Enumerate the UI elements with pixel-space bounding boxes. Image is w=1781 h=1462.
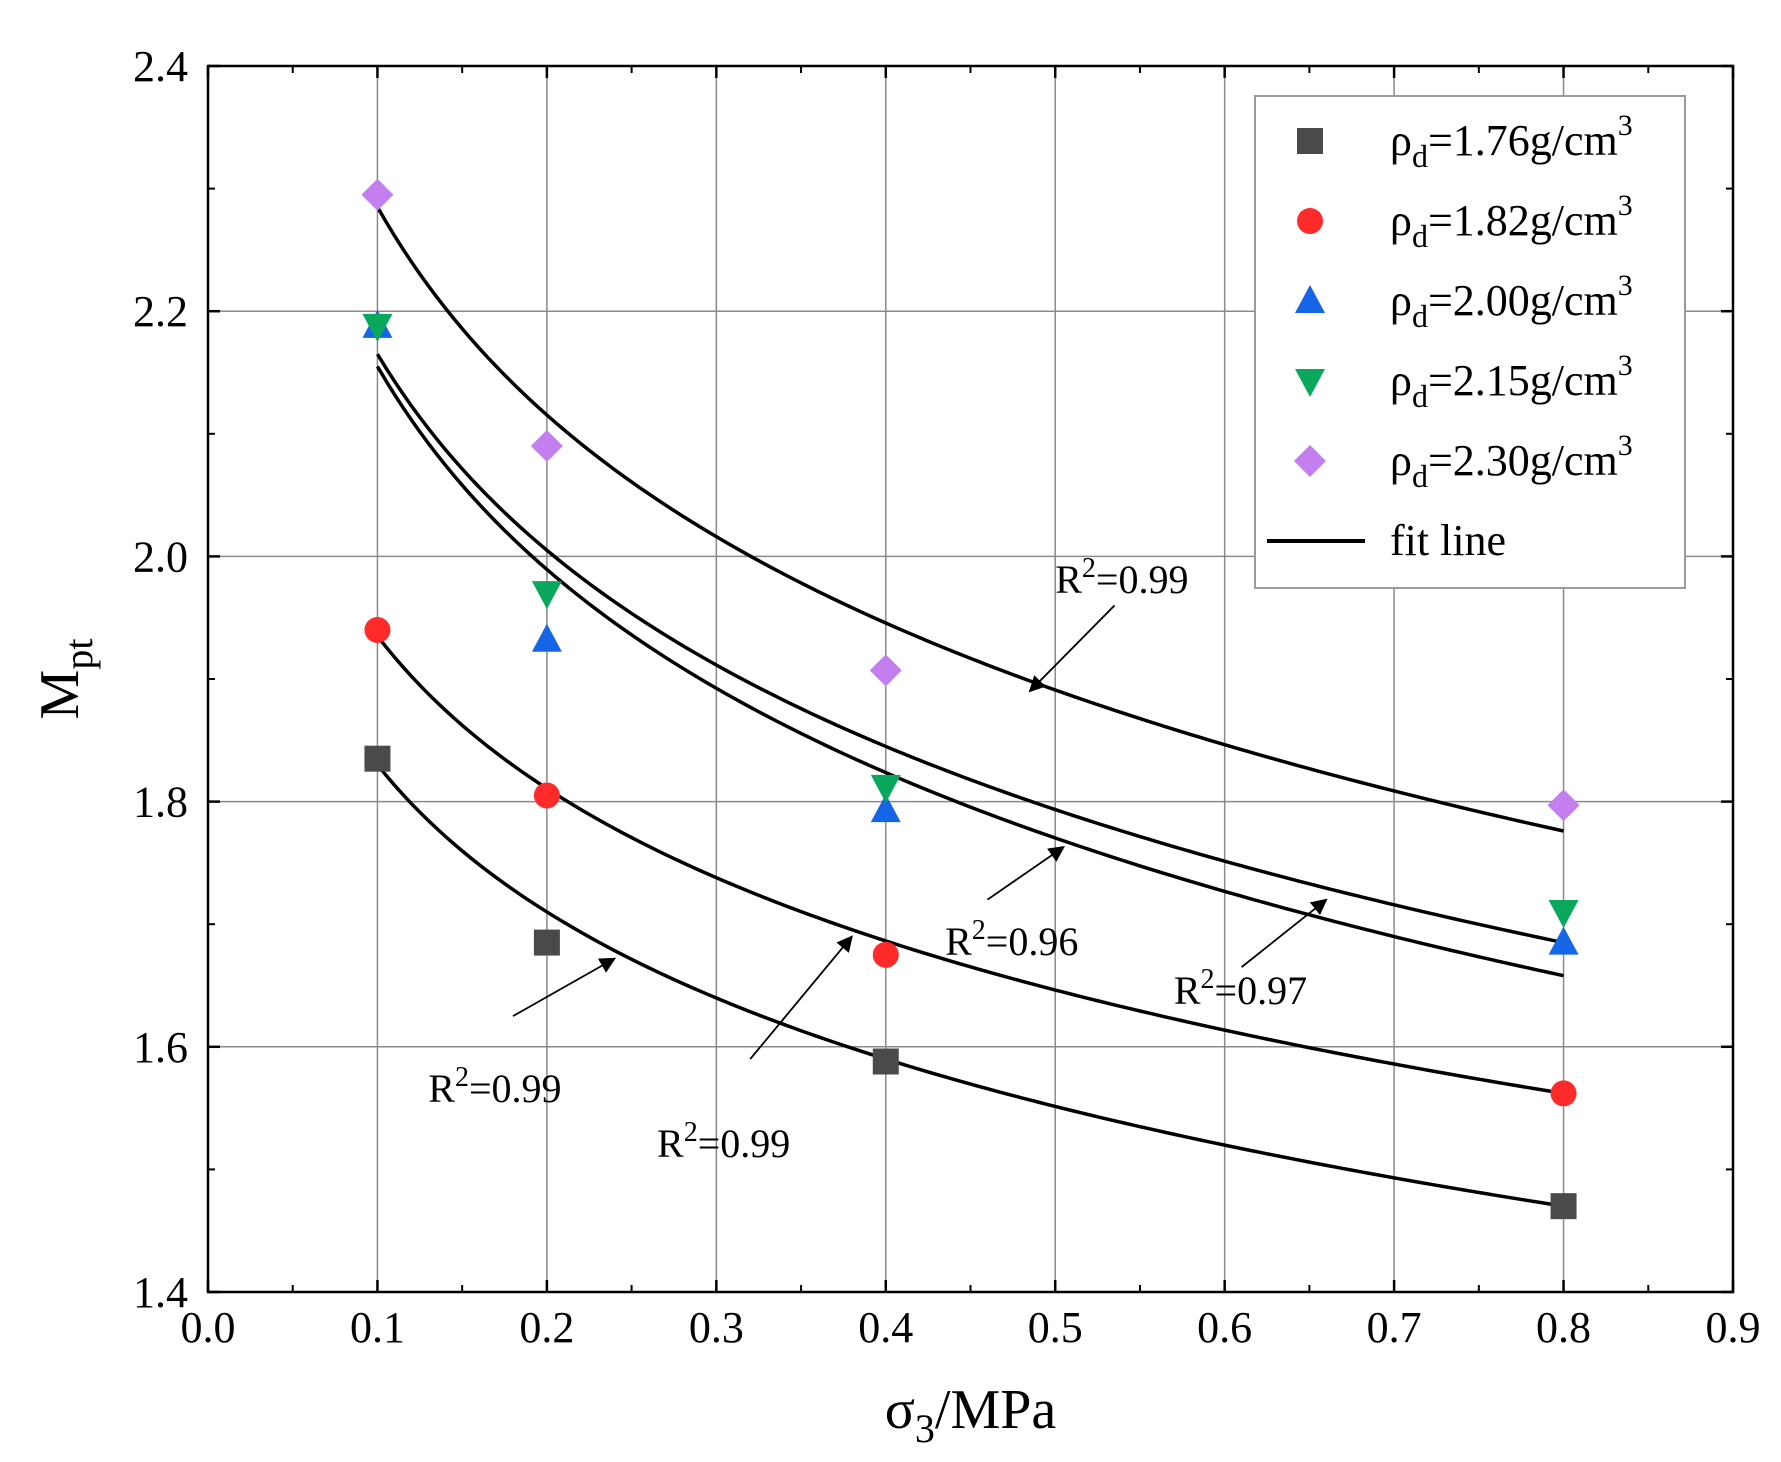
annotation-arrow [986,846,1066,901]
y-tick-label: 1.4 [133,1268,188,1317]
annotation-arrow [1028,604,1116,693]
annotation-r2-label: R2=0.96 [945,915,1078,964]
x-tick-label: 0.4 [858,1303,913,1352]
annotation-arrow [1241,898,1328,968]
data-point-s4 [870,774,901,803]
y-tick-label: 1.8 [133,778,188,827]
legend-label-3: ρd=2.00g/cm3 [1390,269,1633,334]
legend-marker-3 [1295,285,1325,313]
legend-label-fit-line: fit line [1390,516,1506,565]
fit-lines [375,206,1564,1208]
y-tick-label: 2.4 [133,42,188,91]
data-point-s3 [531,623,562,652]
annotation-r2-label: R2=0.99 [1055,553,1188,602]
data-point-s2 [1550,1080,1577,1107]
x-tick-label: 0.8 [1536,1303,1591,1352]
fit-line-5 [375,206,1564,833]
x-tick-label: 0.6 [1197,1303,1252,1352]
y-axis-title: Mpt [29,639,101,720]
x-tick-label: 0.5 [1028,1303,1083,1352]
data-point-s2 [872,941,899,968]
annotations: R2=0.99 R2=0.99 R2=0.96 R2=0.97 R2=0.99 [428,553,1328,1166]
annotation-arrow [512,957,617,1017]
legend-marker-2 [1297,208,1323,234]
fit-line-2 [376,635,1564,1096]
data-point-s3 [1548,926,1579,955]
axis-ticks: 0.0 0.1 0.2 0.3 0.4 0.5 0.6 0.7 0.8 0.9 1.4 1.6 1.8 2… [133,42,1761,1352]
y-tick-label: 1.6 [133,1023,188,1072]
data-points [361,178,1580,1220]
legend-label-2: ρd=1.82g/cm3 [1390,189,1633,254]
legend-marker-4 [1295,369,1325,397]
x-tick-label: 0.3 [689,1303,744,1352]
grid [208,66,1733,1292]
x-axis-title: σ3/MPa [885,1379,1057,1451]
x-tick-label: 0.1 [350,1303,405,1352]
data-point-s1 [364,745,391,772]
fit-line-3 [375,353,1564,945]
data-point-s5 [361,178,394,211]
annotation-r2-label: R2=0.99 [428,1062,561,1111]
data-point-s4 [362,313,393,342]
data-point-s1 [1550,1193,1577,1220]
x-tick-label: 0.9 [1706,1303,1761,1352]
fit-line-1 [376,763,1564,1208]
fit-line-4 [375,365,1564,978]
annotation-r2-label: R2=0.97 [1174,964,1307,1013]
axis-titles: σ3/MPa Mpt [29,639,1056,1451]
annotation-arrow [749,935,853,1060]
annotation-r2-label: R2=0.99 [657,1117,790,1166]
legend-marker-5 [1294,445,1326,477]
x-tick-label: 0.0 [181,1303,236,1352]
x-tick-label: 0.2 [519,1303,574,1352]
legend-label-5: ρd=2.30g/cm3 [1390,429,1633,494]
data-point-s5 [869,654,902,687]
legend-marker-1 [1297,128,1323,154]
data-point-s4 [531,581,562,610]
y-tick-label: 2.2 [133,287,188,336]
x-tick-label: 0.7 [1367,1303,1422,1352]
data-point-s5 [1547,789,1580,822]
data-point-s5 [530,430,563,463]
data-point-s1 [872,1048,899,1075]
data-point-s4 [1548,899,1579,928]
legend-label-4: ρd=2.15g/cm3 [1390,349,1633,414]
legend-label-1: ρd=1.76g/cm3 [1390,109,1633,174]
legend: ρd=1.76g/cm3 ρd=1.82g/cm3 ρd=2.00g/cm3 ρd=2… [1254,95,1686,589]
data-point-s1 [533,929,560,956]
legend-box [1254,95,1686,589]
y-tick-label: 2.0 [133,532,188,581]
data-point-s3 [870,794,901,823]
data-point-s2 [364,616,391,643]
data-point-s2 [533,782,560,809]
